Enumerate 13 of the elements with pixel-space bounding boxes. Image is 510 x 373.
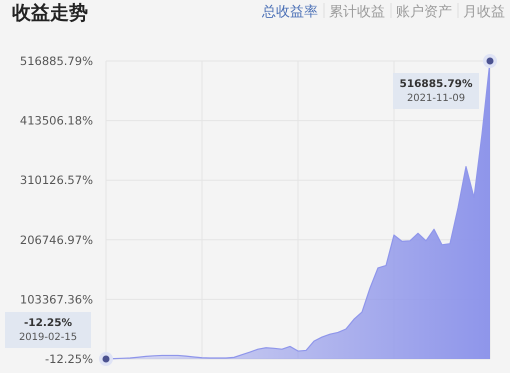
y-tick-label: 206746.97% — [20, 232, 94, 247]
text: 月收益 — [463, 4, 505, 20]
y-tick-label: 516885.79% — [20, 54, 94, 68]
chart-title: 收益走势 — [12, 2, 88, 24]
text: -12.25% 2019-02-15 — [18, 317, 78, 343]
text: 总收益率 — [261, 4, 318, 20]
text: 账户资产 — [396, 4, 452, 20]
annotation: 516885.79% 2021-11-09 — [400, 78, 473, 104]
y-tick-label: 413506.18% — [20, 114, 94, 128]
y-tick-label: 310126.57% — [20, 173, 94, 188]
y-tick-label: -12.25% — [45, 352, 94, 366]
text: 累计收益 — [329, 4, 385, 20]
y-tick-label: 103367.36% — [20, 292, 94, 306]
